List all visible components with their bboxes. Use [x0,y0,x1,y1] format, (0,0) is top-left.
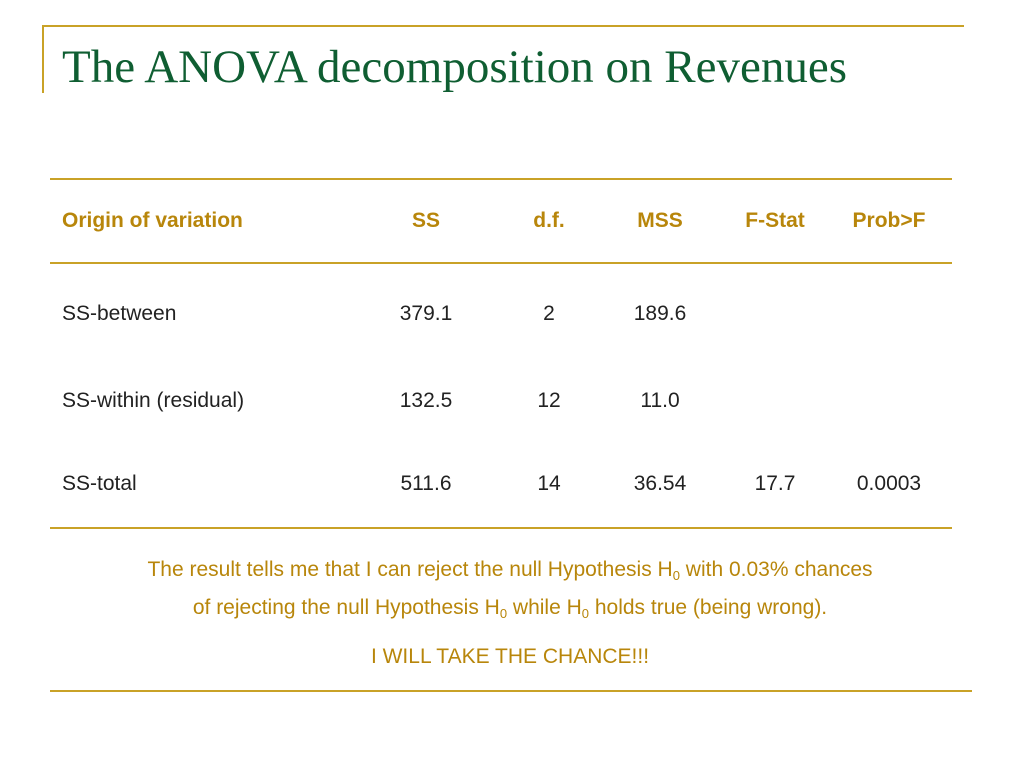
row-ss: 511.6 [400,472,452,495]
table-bottom-rule [50,527,952,529]
header-ss: SS [411,209,441,232]
note-text: holds true (being wrong). [589,596,828,619]
row-label: SS-total [62,472,137,495]
row-probf: 0.0003 [856,472,922,495]
note-text: while H [507,596,582,619]
subscript: 0 [499,606,508,621]
note-text: The result tells me that I can reject th… [147,558,673,581]
row-label: SS-within (residual) [62,389,245,412]
header-origin: Origin of variation [62,209,243,232]
accent-line-left [42,25,44,93]
row-df: 2 [543,302,555,325]
note-text: of rejecting the null Hypothesis H [192,596,500,619]
row-mss: 11.0 [640,389,680,412]
accent-line-top [42,25,964,27]
conclusion-emphasis: I WILL TAKE THE CHANCE!!! [370,645,650,668]
table-header-rule [50,262,952,264]
row-label: SS-between [62,302,177,325]
header-mss: MSS [637,209,683,232]
row-ss: 379.1 [399,302,453,325]
slide-title: The ANOVA decomposition on Revenues [62,41,848,93]
row-mss: 189.6 [633,302,687,325]
conclusion-line-1: The result tells me that I can reject th… [50,551,970,589]
header-fstat: F-Stat [745,209,805,232]
row-df: 14 [537,472,561,495]
conclusion-line-2: of rejecting the null Hypothesis H0 whil… [50,589,970,627]
table-top-rule [50,178,952,180]
bottom-rule [50,690,972,692]
subscript: 0 [581,606,590,621]
header-df: d.f. [533,209,565,232]
row-mss: 36.54 [633,472,687,495]
row-ss: 132.5 [399,389,453,412]
row-df: 12 [537,389,561,412]
row-fstat: 17.7 [754,472,796,495]
subscript: 0 [672,568,680,583]
header-probf: Prob>F [852,209,926,232]
note-text: with 0.03% chances [679,558,873,581]
